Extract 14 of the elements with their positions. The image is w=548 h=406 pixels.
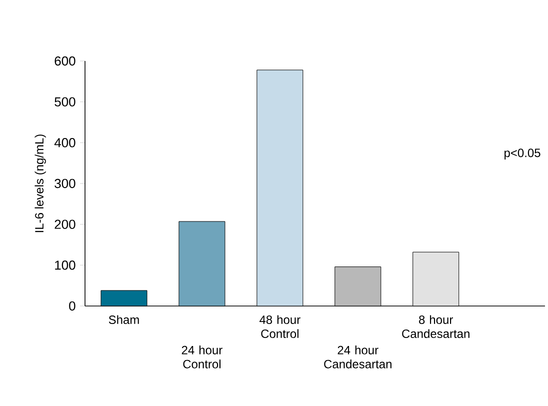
x-tick-label: 24 hour Candesartan: [324, 346, 392, 368]
y-tick-label: 600: [54, 56, 76, 66]
x-tick-label: 24 hour Control: [182, 346, 222, 368]
y-tick-label: 500: [54, 97, 76, 106]
y-tick-label: 200: [54, 220, 76, 229]
x-tick-label: Sham: [108, 315, 139, 324]
x-tick-label: 8 hour Candesartan: [402, 315, 470, 338]
y-tick-label: 100: [55, 260, 76, 270]
y-tick-label: 300: [54, 178, 76, 188]
text: p<0.05: [504, 148, 540, 160]
y-tick-label: 0: [69, 301, 76, 311]
x-tick-label: 48 hour Control: [260, 315, 300, 338]
y-axis-title: IL-6 levels (ng/mL): [34, 134, 46, 232]
y-tick-label: 400: [54, 138, 76, 148]
